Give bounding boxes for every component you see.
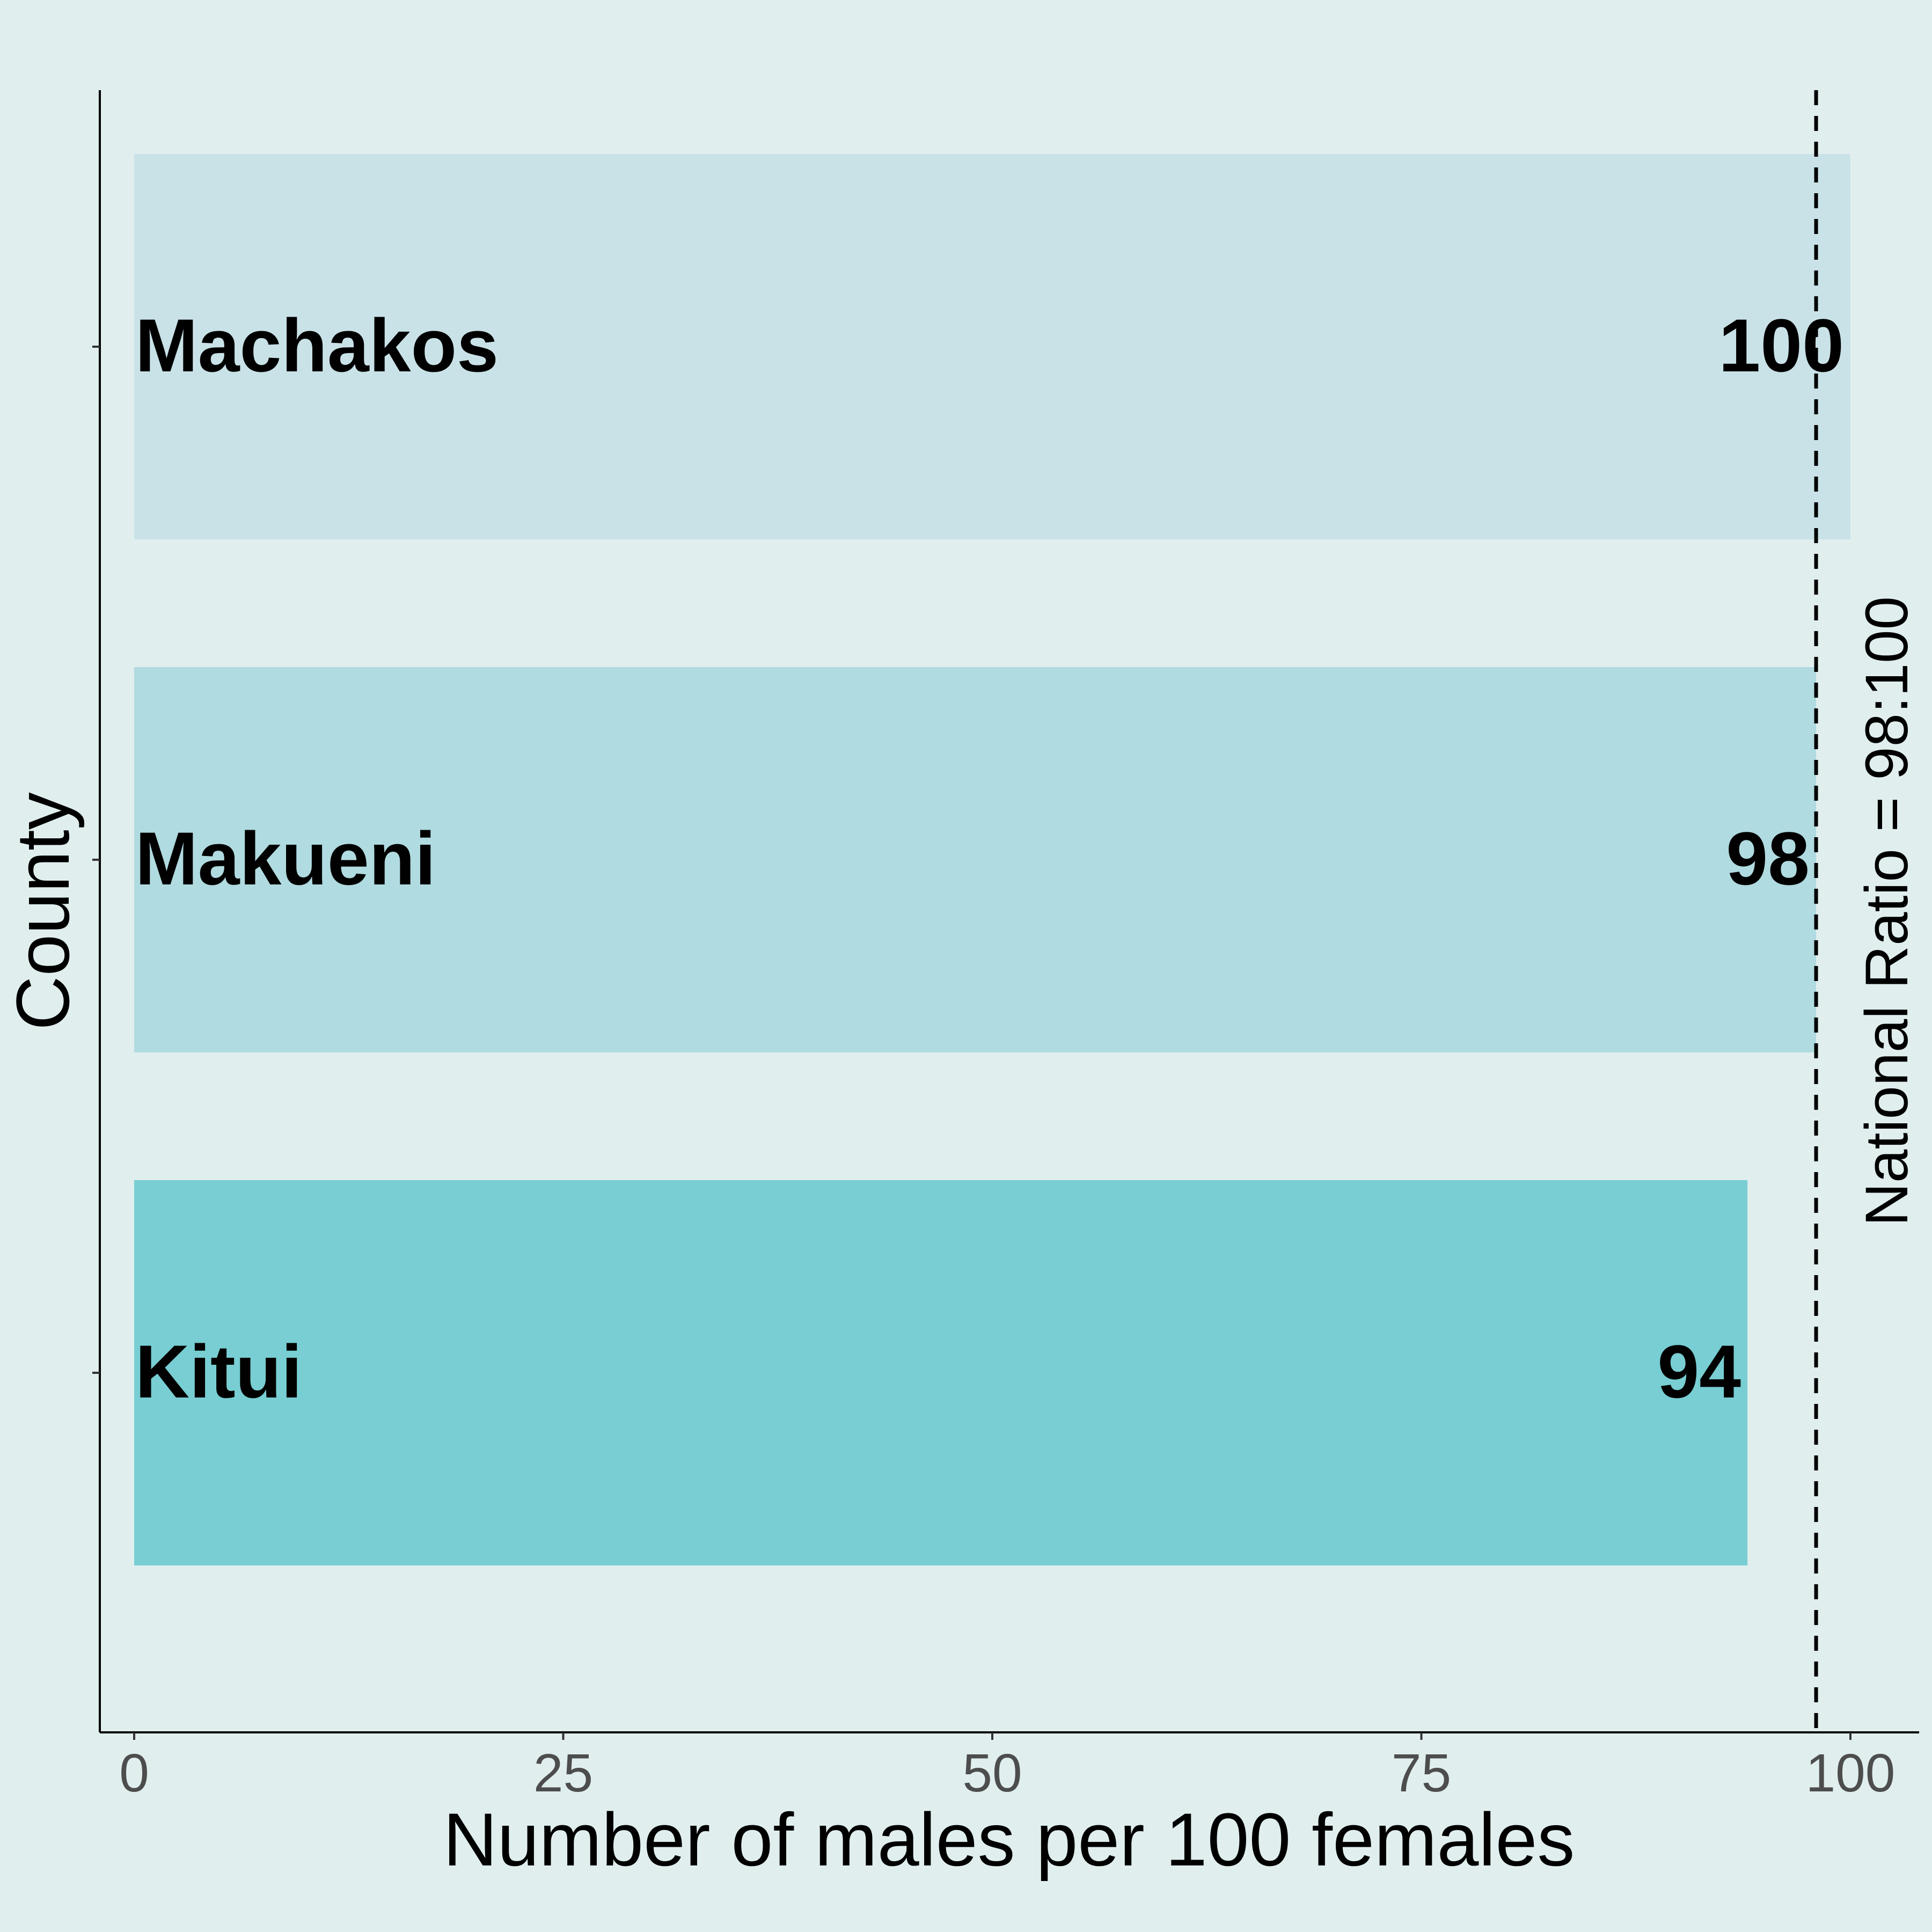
- y-axis-title: County: [1, 792, 85, 1030]
- x-tick-label: 50: [962, 1743, 1022, 1803]
- x-tick-label: 25: [533, 1743, 593, 1803]
- bar-kitui: [134, 1180, 1748, 1565]
- national-ratio-label: National Ratio = 98:100: [1853, 596, 1920, 1226]
- ticks-layer: 0 25 50 75 100: [92, 346, 1896, 1803]
- value-label-machakos: 100: [1718, 303, 1844, 387]
- x-tick-label: 0: [119, 1743, 149, 1803]
- reference-line-layer: National Ratio = 98:100: [1814, 90, 1920, 1732]
- category-label-kitui: Kitui: [135, 1329, 302, 1414]
- x-tick-label: 100: [1806, 1743, 1896, 1803]
- value-label-kitui: 94: [1657, 1329, 1741, 1414]
- axes-layer: [99, 90, 1919, 1733]
- value-label-makueni: 98: [1726, 816, 1810, 901]
- category-label-machakos: Machakos: [135, 303, 499, 387]
- bar-makueni: [134, 667, 1817, 1052]
- bars-layer: Machakos 100 Makueni 98 Kitui 94: [134, 154, 1850, 1565]
- x-axis-title: Number of males per 100 females: [443, 1797, 1575, 1882]
- category-label-makueni: Makueni: [135, 816, 436, 901]
- bar-machakos: [134, 154, 1850, 539]
- x-tick-label: 75: [1392, 1743, 1451, 1803]
